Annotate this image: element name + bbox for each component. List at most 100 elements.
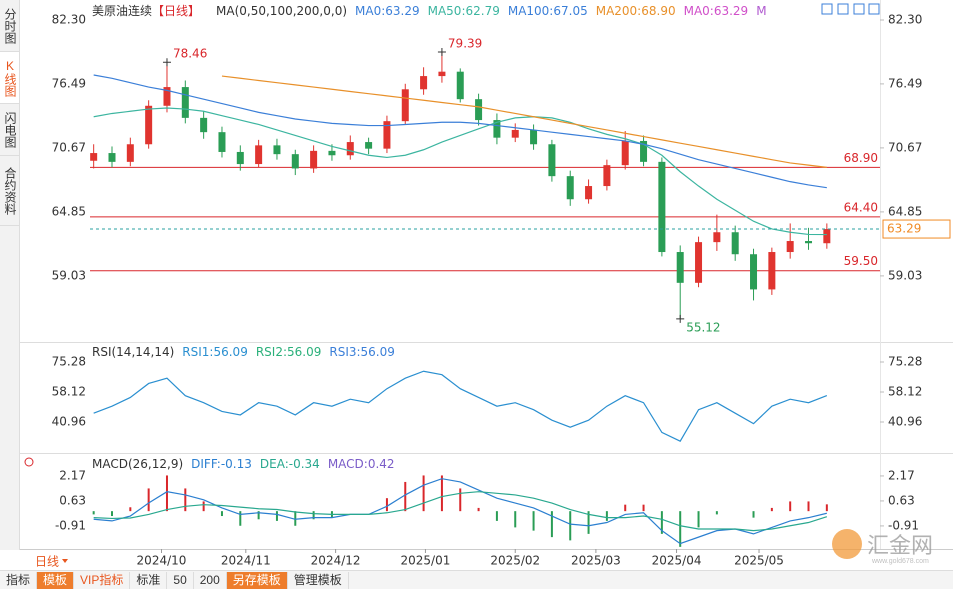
y-tick-label: 76.49 (52, 76, 86, 90)
candle-body (475, 99, 483, 121)
x-tick-label: 2025/03 (571, 554, 621, 568)
series-line (93, 74, 827, 189)
logo-url: www.gold678.com (872, 558, 929, 565)
candle-body (640, 140, 648, 162)
panel-title: 美原油连续 (92, 3, 152, 18)
candle-body (731, 232, 739, 255)
extreme-marker (676, 314, 685, 323)
y-tick-label: 76.49 (888, 76, 922, 90)
candle-body (768, 252, 776, 290)
legend-item: RSI1:56.09 (182, 345, 248, 359)
candle-body (273, 145, 281, 155)
period-selector[interactable]: 日线 (35, 555, 59, 569)
y-tick-label: 40.96 (52, 414, 86, 428)
y-tick-label: 70.67 (888, 140, 922, 154)
legend-item: RSI3:56.09 (329, 345, 395, 359)
y-tick-label: 2.17 (59, 468, 86, 482)
ma-setting: MA(0,50,100,200,0,0) (216, 4, 347, 18)
panel-title: RSI(14,14,14) (92, 345, 174, 359)
y-tick-label: 75.28 (52, 354, 86, 368)
candle-body (566, 176, 574, 200)
y-tick-label: 82.30 (888, 13, 922, 27)
y-tick-label: 70.67 (52, 140, 86, 154)
legend-item: RSI2:56.09 (256, 345, 322, 359)
zoom-icons[interactable] (821, 3, 880, 15)
series-line (93, 107, 827, 236)
toolbar-button[interactable]: 50 (167, 571, 194, 589)
candle-body (805, 241, 813, 244)
candle-body (365, 142, 373, 149)
sidebar-tab[interactable]: 闪电图 (0, 104, 19, 156)
series-line (221, 75, 827, 168)
legend-item: DIFF:-0.13 (191, 457, 252, 471)
extreme-marker (437, 48, 446, 56)
candle-body (346, 142, 354, 156)
x-tick-label: 2025/02 (490, 554, 540, 568)
y-tick-label: 64.85 (52, 204, 86, 218)
candle-body (823, 229, 831, 244)
x-tick-label: 2025/01 (400, 554, 450, 568)
y-tick-label: 0.63 (888, 493, 915, 507)
legend-item: MACD:0.42 (328, 457, 395, 471)
toolbar-button[interactable]: 管理模板 (288, 571, 349, 589)
candle-body (90, 153, 98, 161)
candle-body (328, 150, 336, 156)
candle-body (310, 150, 318, 169)
dropdown-arrow[interactable] (62, 559, 68, 563)
sidebar-tab[interactable]: K线图 (0, 52, 19, 104)
panel-header: MACD(26,12,9) DIFF:-0.13 DEA:-0.34 MACD:0.4… (92, 457, 395, 471)
crosshair-icon[interactable] (24, 457, 34, 467)
candle-body (676, 252, 684, 283)
y-tick-label: -0.91 (55, 518, 86, 532)
legend-item: MA0:63.29 (355, 4, 420, 18)
legend-item: MA0:63.29 (684, 4, 749, 18)
candle-body (291, 154, 299, 169)
extreme-label: 78.46 (173, 47, 207, 61)
x-tick-label: 2024/10 (137, 554, 187, 568)
candle-body (438, 71, 446, 77)
toolbar-button[interactable]: 标准 (130, 571, 168, 589)
toolbar: 指标 模板 VIP指标 标准 50 200 另存模板 管理模板 (0, 570, 953, 589)
candle-body (786, 241, 794, 253)
x-tick-label: 2025/05 (734, 554, 784, 568)
y-tick-label: -0.91 (888, 518, 919, 532)
y-tick-label: 58.12 (52, 384, 86, 398)
toolbar-button[interactable]: 模板 (37, 571, 75, 589)
support-label: 64.40 (844, 200, 878, 214)
candle-body (658, 161, 666, 253)
panel-title: MACD(26,12,9) (92, 457, 183, 471)
toolbar-button[interactable]: VIP指标 (74, 571, 131, 589)
candle-body (695, 242, 703, 283)
candle-body (511, 129, 519, 138)
series-line (93, 491, 828, 532)
y-tick-label: 59.03 (52, 268, 86, 282)
candle-body (603, 165, 611, 187)
y-tick-label: 40.96 (888, 414, 922, 428)
candle-body (236, 151, 244, 165)
sidebar-tab[interactable]: 分时图 (0, 0, 19, 52)
candle-body (420, 76, 428, 90)
sidebar-tab[interactable]: 合约资料 (0, 156, 19, 226)
candle-body (713, 232, 721, 243)
y-tick-label: 2.17 (888, 468, 915, 482)
candle-body (750, 254, 758, 290)
candle-body (145, 105, 153, 145)
y-tick-label: 58.12 (888, 384, 922, 398)
toolbar-button[interactable]: 另存模板 (226, 571, 288, 589)
panel-header: 美原油连续【日线】 MA(0,50,100,200,0,0) MA0:63.29 MA… (92, 3, 767, 18)
period-label: 【日线】 (152, 4, 200, 18)
y-tick-label: 0.63 (59, 493, 86, 507)
candle-body (108, 153, 116, 162)
extreme-label: 79.39 (448, 37, 482, 51)
candle-body (548, 144, 556, 177)
candle-body (530, 129, 538, 145)
last-price-box (882, 219, 951, 239)
toolbar-button[interactable]: 指标 (0, 571, 38, 589)
support-label: 59.50 (844, 254, 878, 268)
logo: 汇金网 www.gold678.com (832, 528, 933, 565)
extreme-marker (162, 58, 171, 67)
support-label: 68.90 (844, 151, 878, 165)
toolbar-button[interactable]: 200 (194, 571, 227, 589)
candle-body (181, 87, 189, 118)
